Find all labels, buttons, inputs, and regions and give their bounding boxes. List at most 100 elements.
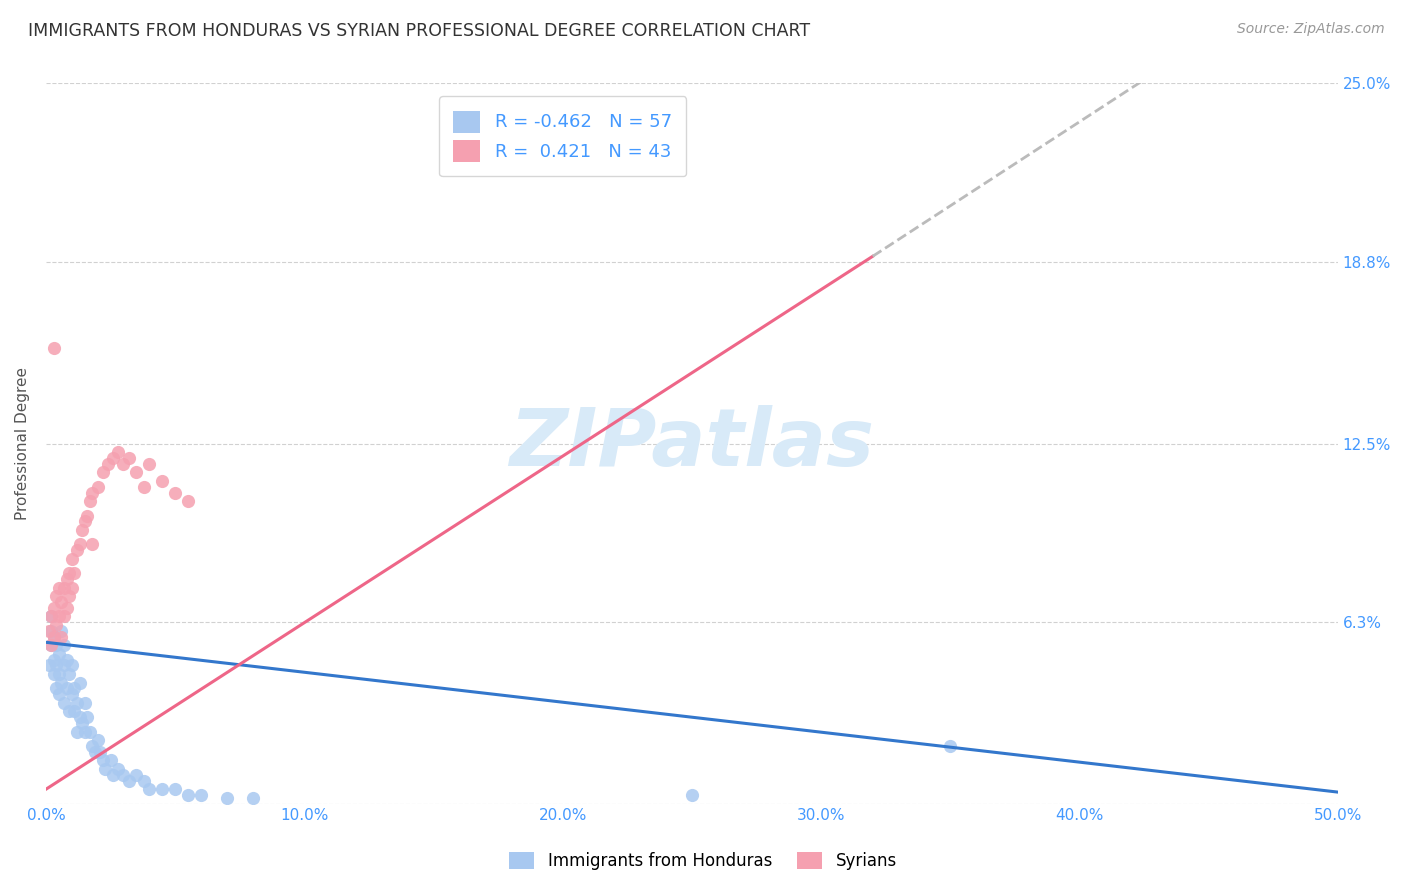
- Point: [58, 705, 80, 719]
- Point: [42, 630, 65, 644]
- Point: [69, 537, 91, 551]
- Point: [69, 710, 91, 724]
- Point: [939, 739, 962, 753]
- Point: [58, 566, 80, 581]
- Point: [165, 782, 187, 797]
- Point: [42, 342, 65, 356]
- Point: [39, 638, 62, 652]
- Point: [48, 647, 70, 661]
- Point: [84, 745, 107, 759]
- Point: [73, 724, 96, 739]
- Point: [86, 733, 108, 747]
- Point: [681, 788, 703, 802]
- Point: [190, 788, 212, 802]
- Point: [66, 696, 89, 710]
- Point: [60, 687, 83, 701]
- Point: [55, 572, 77, 586]
- Point: [177, 788, 200, 802]
- Point: [60, 658, 83, 673]
- Point: [70, 523, 93, 537]
- Point: [55, 600, 77, 615]
- Y-axis label: Professional Degree: Professional Degree: [15, 367, 30, 520]
- Point: [48, 687, 70, 701]
- Point: [45, 681, 67, 696]
- Point: [117, 773, 139, 788]
- Point: [134, 773, 156, 788]
- Text: IMMIGRANTS FROM HONDURAS VS SYRIAN PROFESSIONAL DEGREE CORRELATION CHART: IMMIGRANTS FROM HONDURAS VS SYRIAN PROFE…: [28, 22, 810, 40]
- Point: [63, 681, 86, 696]
- Point: [45, 618, 67, 632]
- Point: [42, 652, 65, 666]
- Point: [60, 551, 83, 566]
- Point: [53, 658, 76, 673]
- Point: [177, 494, 200, 508]
- Point: [39, 624, 62, 638]
- Point: [45, 638, 67, 652]
- Point: [51, 630, 73, 644]
- Point: [53, 638, 76, 652]
- Point: [107, 445, 129, 459]
- Point: [112, 768, 135, 782]
- Point: [76, 710, 98, 724]
- Point: [39, 638, 62, 652]
- Point: [97, 457, 120, 471]
- Point: [112, 457, 135, 471]
- Point: [100, 753, 122, 767]
- Point: [60, 581, 83, 595]
- Point: [63, 566, 86, 581]
- Point: [242, 790, 264, 805]
- Text: ZIPatlas: ZIPatlas: [509, 405, 875, 483]
- Point: [66, 543, 89, 558]
- Point: [38, 624, 60, 638]
- Point: [125, 466, 148, 480]
- Point: [70, 715, 93, 730]
- Point: [39, 609, 62, 624]
- Point: [63, 705, 86, 719]
- Point: [39, 609, 62, 624]
- Point: [73, 514, 96, 528]
- Point: [51, 595, 73, 609]
- Point: [53, 581, 76, 595]
- Point: [55, 681, 77, 696]
- Point: [134, 480, 156, 494]
- Point: [66, 724, 89, 739]
- Point: [165, 485, 187, 500]
- Point: [51, 675, 73, 690]
- Text: Source: ZipAtlas.com: Source: ZipAtlas.com: [1237, 22, 1385, 37]
- Point: [69, 675, 91, 690]
- Point: [58, 667, 80, 681]
- Point: [42, 600, 65, 615]
- Point: [42, 667, 65, 681]
- Point: [48, 667, 70, 681]
- Point: [150, 474, 173, 488]
- Point: [58, 589, 80, 603]
- Point: [42, 630, 65, 644]
- Point: [150, 782, 173, 797]
- Point: [94, 762, 117, 776]
- Point: [101, 768, 124, 782]
- Point: [82, 739, 104, 753]
- Point: [76, 508, 98, 523]
- Legend: R = -0.462   N = 57, R =  0.421   N = 43: R = -0.462 N = 57, R = 0.421 N = 43: [439, 96, 686, 177]
- Legend: Immigrants from Honduras, Syrians: Immigrants from Honduras, Syrians: [503, 845, 903, 877]
- Point: [91, 753, 114, 767]
- Point: [138, 782, 160, 797]
- Point: [79, 494, 101, 508]
- Point: [91, 466, 114, 480]
- Point: [89, 745, 111, 759]
- Point: [48, 609, 70, 624]
- Point: [38, 658, 60, 673]
- Point: [53, 609, 76, 624]
- Point: [55, 652, 77, 666]
- Point: [79, 724, 101, 739]
- Point: [53, 696, 76, 710]
- Point: [86, 480, 108, 494]
- Point: [45, 658, 67, 673]
- Point: [45, 589, 67, 603]
- Point: [73, 696, 96, 710]
- Point: [51, 624, 73, 638]
- Point: [125, 768, 148, 782]
- Point: [48, 581, 70, 595]
- Point: [82, 485, 104, 500]
- Point: [215, 790, 238, 805]
